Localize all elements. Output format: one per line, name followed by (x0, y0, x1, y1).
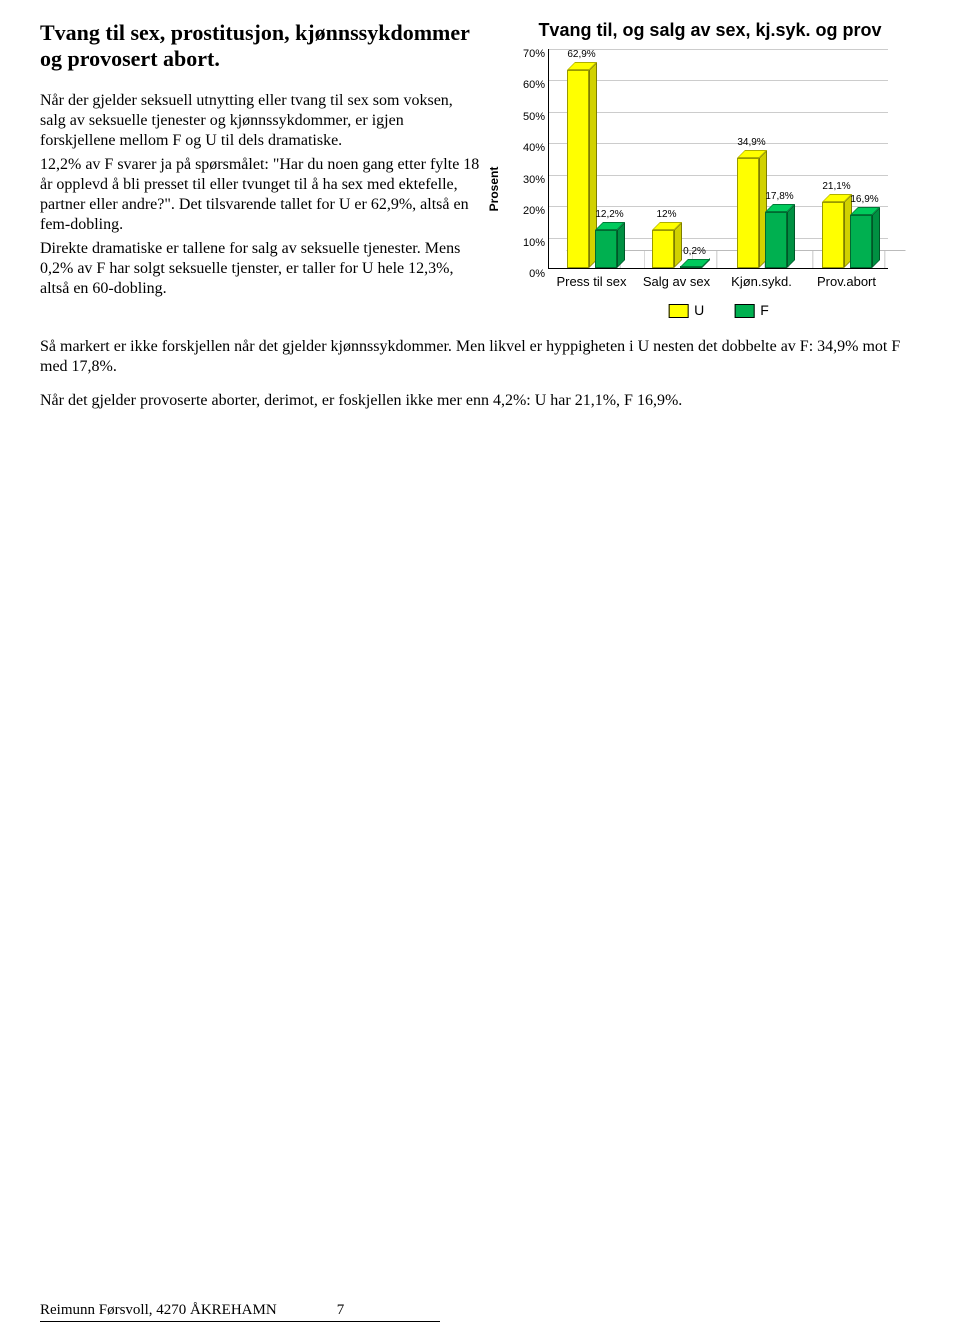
chart-title: Tvang til, og salg av sex, kj.syk. og pr… (500, 20, 920, 41)
bar-chart: Prosent 0%10%20%30%40%50%60%70%Press til… (510, 49, 910, 329)
y-tick: 0% (515, 268, 545, 280)
bar-front (567, 70, 589, 268)
bar-front (652, 230, 674, 268)
page-footer: Reimunn Førsvoll, 4270 ÅKREHAMN 7 (40, 1302, 440, 1322)
y-tick: 40% (515, 142, 545, 154)
bar-value-label: 16,9% (850, 194, 878, 205)
y-axis-label: Prosent (487, 167, 501, 212)
section-title: Tvang til sex, prostitusjon, kjønnssykdo… (40, 20, 480, 73)
gridline (549, 80, 888, 81)
y-tick: 30% (515, 174, 545, 186)
bar-front (595, 230, 617, 268)
legend-label: F (760, 302, 769, 318)
bar-front (765, 212, 787, 268)
gridline (549, 112, 888, 113)
y-tick: 50% (515, 111, 545, 123)
footer-author: Reimunn Førsvoll, 4270 ÅKREHAMN (40, 1302, 277, 1319)
legend-item: U (668, 302, 704, 318)
paragraph-3: Direkte dramatiske er tallene for salg a… (40, 239, 480, 299)
x-category: Salg av sex (632, 274, 722, 289)
bar-top (680, 259, 710, 267)
paragraph-5: Når det gjelder provoserte aborter, deri… (40, 391, 920, 411)
x-category: Prov.abort (802, 274, 892, 289)
y-tick: 10% (515, 237, 545, 249)
bar-value-label: 62,9% (567, 49, 595, 60)
bar-side (872, 207, 880, 268)
y-tick: 70% (515, 48, 545, 60)
bar-side (787, 204, 795, 268)
bar-value-label: 12,2% (595, 209, 623, 220)
paragraph-1: Når der gjelder seksuell utnytting eller… (40, 91, 480, 151)
bar-value-label: 34,9% (737, 137, 765, 148)
bar-value-label: 12% (656, 209, 676, 220)
gridline (549, 175, 888, 176)
gridline (549, 49, 888, 50)
x-category: Kjøn.sykd. (717, 274, 807, 289)
legend-item: F (734, 302, 769, 318)
legend-swatch (734, 304, 754, 318)
x-category: Press til sex (547, 274, 637, 289)
bar-value-label: 17,8% (765, 191, 793, 202)
legend-swatch (668, 304, 688, 318)
bar-value-label: 0,2% (683, 246, 706, 257)
paragraph-4: Så markert er ikke forskjellen når det g… (40, 337, 920, 377)
bar-front (822, 202, 844, 268)
bar-front (850, 215, 872, 268)
y-tick: 60% (515, 79, 545, 91)
legend-label: U (694, 302, 704, 318)
footer-page-number: 7 (337, 1302, 345, 1319)
bar-value-label: 21,1% (822, 181, 850, 192)
gridline (549, 143, 888, 144)
bar-front (737, 158, 759, 268)
chart-legend: UF (668, 302, 769, 318)
paragraph-2: 12,2% av F svarer ja på spørsmålet: "Har… (40, 155, 480, 235)
y-tick: 20% (515, 205, 545, 217)
